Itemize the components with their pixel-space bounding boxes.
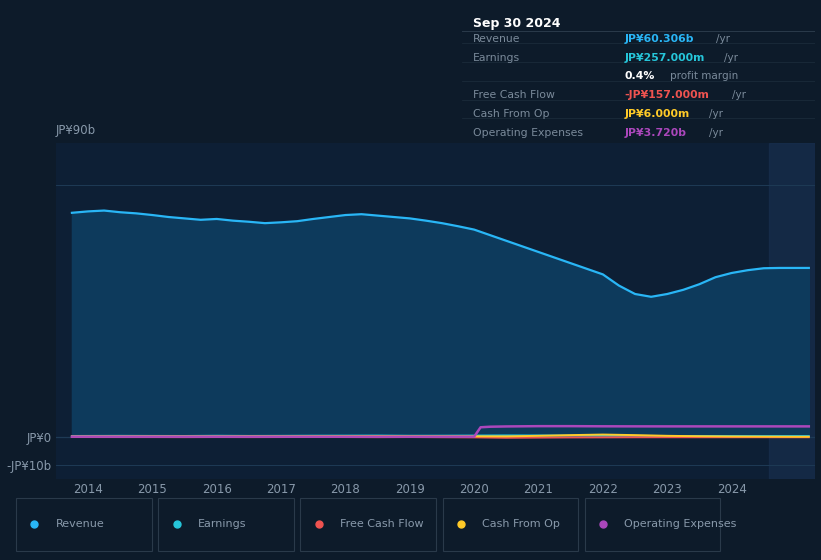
Text: Earnings: Earnings <box>198 520 246 529</box>
Text: Cash From Op: Cash From Op <box>473 109 549 119</box>
Text: JP¥90b: JP¥90b <box>56 124 96 137</box>
Text: -JP¥157.000m: -JP¥157.000m <box>625 90 709 100</box>
Text: JP¥3.720b: JP¥3.720b <box>625 128 686 138</box>
Text: /yr: /yr <box>732 90 746 100</box>
Text: JP¥6.000m: JP¥6.000m <box>625 109 690 119</box>
Text: Free Cash Flow: Free Cash Flow <box>340 520 424 529</box>
Text: Sep 30 2024: Sep 30 2024 <box>473 17 560 30</box>
Text: Cash From Op: Cash From Op <box>482 520 560 529</box>
Bar <box>769 143 815 479</box>
Text: /yr: /yr <box>717 34 731 44</box>
Text: Earnings: Earnings <box>473 53 520 63</box>
Text: Revenue: Revenue <box>473 34 521 44</box>
Text: 0.4%: 0.4% <box>625 71 655 81</box>
Text: Operating Expenses: Operating Expenses <box>624 520 736 529</box>
Text: Revenue: Revenue <box>56 520 104 529</box>
Text: Free Cash Flow: Free Cash Flow <box>473 90 555 100</box>
Text: Operating Expenses: Operating Expenses <box>473 128 583 138</box>
Text: JP¥257.000m: JP¥257.000m <box>625 53 705 63</box>
Text: /yr: /yr <box>724 53 738 63</box>
Text: profit margin: profit margin <box>670 71 738 81</box>
Text: JP¥60.306b: JP¥60.306b <box>625 34 694 44</box>
Text: /yr: /yr <box>709 128 722 138</box>
Text: /yr: /yr <box>709 109 722 119</box>
